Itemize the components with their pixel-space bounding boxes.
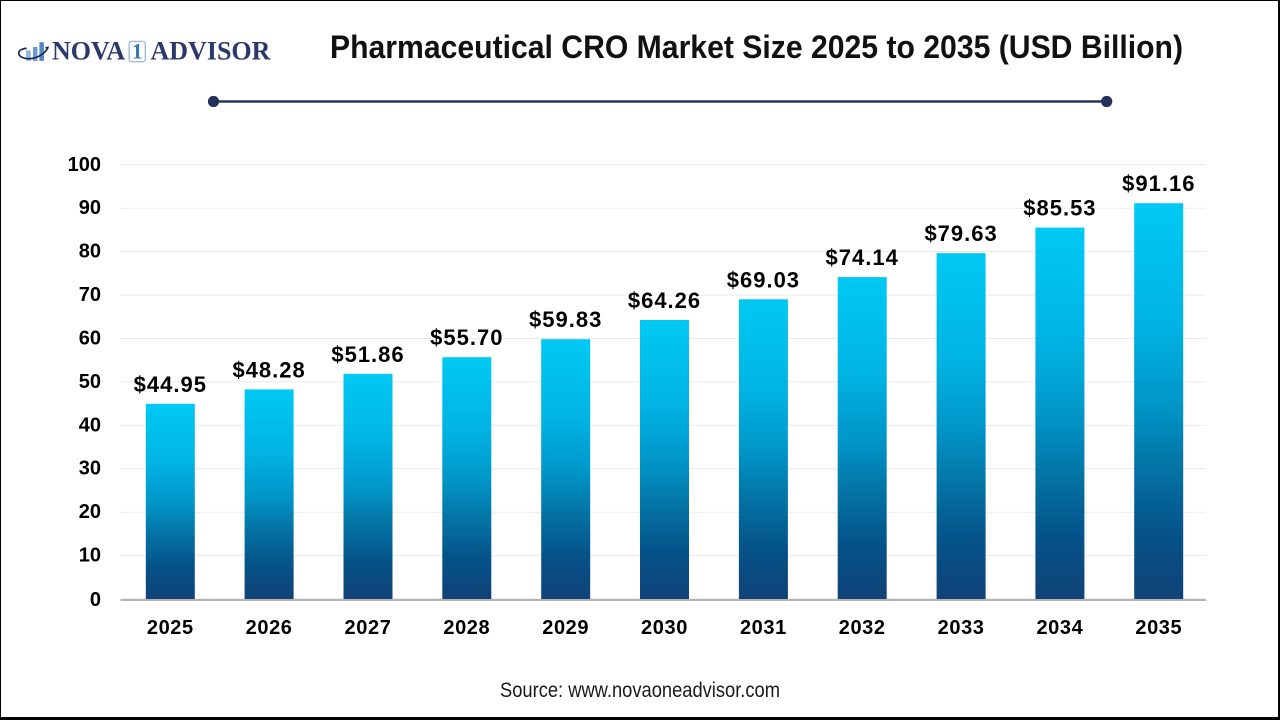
svg-text:2027: 2027: [345, 617, 392, 639]
svg-text:$79.63: $79.63: [924, 221, 997, 246]
svg-text:ADVISOR: ADVISOR: [151, 37, 271, 66]
svg-text:0: 0: [90, 589, 101, 611]
svg-text:2035: 2035: [1135, 617, 1182, 639]
svg-text:2033: 2033: [938, 617, 985, 639]
svg-text:30: 30: [79, 458, 101, 480]
svg-text:80: 80: [79, 241, 101, 263]
svg-text:70: 70: [79, 284, 101, 306]
svg-text:50: 50: [79, 371, 101, 393]
svg-text:2028: 2028: [443, 617, 490, 639]
svg-text:2026: 2026: [246, 617, 293, 639]
svg-text:2025: 2025: [147, 617, 194, 639]
svg-text:Pharmaceutical CRO Market Size: Pharmaceutical CRO Market Size 2025 to 2…: [330, 29, 1183, 65]
svg-text:100: 100: [68, 154, 101, 176]
svg-text:2029: 2029: [542, 617, 589, 639]
svg-text:60: 60: [79, 328, 101, 350]
svg-text:$51.86: $51.86: [331, 342, 404, 367]
svg-text:2031: 2031: [740, 617, 787, 639]
svg-text:40: 40: [79, 414, 101, 436]
svg-text:20: 20: [79, 501, 101, 523]
svg-text:NOVA: NOVA: [52, 37, 125, 66]
svg-text:$59.83: $59.83: [529, 307, 602, 332]
svg-text:90: 90: [79, 197, 101, 219]
svg-text:$85.53: $85.53: [1023, 196, 1096, 221]
svg-text:2030: 2030: [641, 617, 688, 639]
svg-text:$91.16: $91.16: [1122, 171, 1195, 196]
svg-text:$69.03: $69.03: [727, 267, 800, 292]
svg-text:$48.28: $48.28: [232, 357, 305, 382]
svg-text:1: 1: [132, 39, 143, 64]
svg-text:$55.70: $55.70: [430, 325, 503, 350]
svg-text:2032: 2032: [839, 617, 886, 639]
svg-text:$64.26: $64.26: [628, 288, 701, 313]
svg-text:10: 10: [79, 545, 101, 567]
svg-text:Source: www.novaoneadvisor.com: Source: www.novaoneadvisor.com: [500, 678, 780, 702]
svg-text:$44.95: $44.95: [134, 372, 207, 397]
svg-text:$74.14: $74.14: [826, 245, 899, 270]
svg-text:2034: 2034: [1036, 617, 1083, 639]
